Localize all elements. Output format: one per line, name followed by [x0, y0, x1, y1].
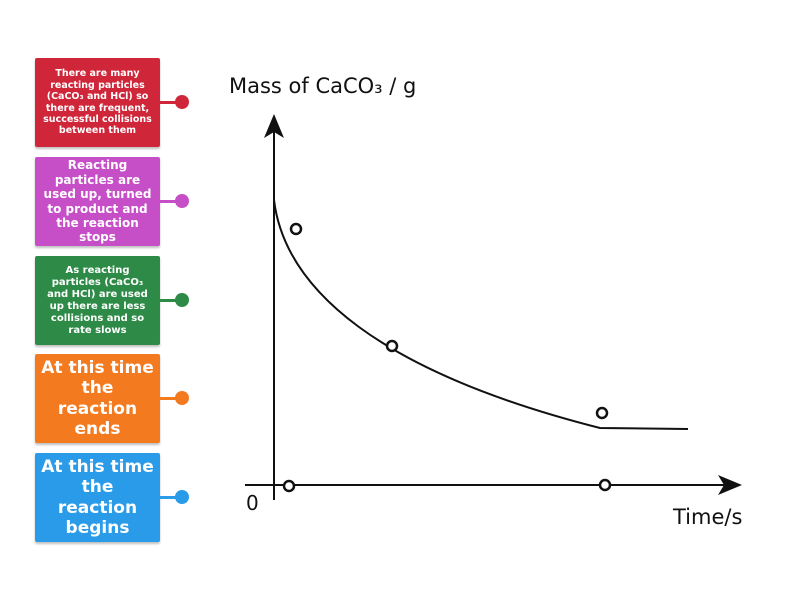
label-card[interactable]: At this time the reaction begins: [35, 453, 160, 542]
connector: [160, 397, 180, 400]
connector: [160, 200, 180, 203]
drop-target[interactable]: [282, 479, 296, 493]
connector: [160, 101, 180, 104]
curve: [273, 199, 689, 430]
connector-dot: [175, 194, 189, 208]
label-card[interactable]: As reacting particles (CaCO₃ and HCl) ar…: [35, 256, 160, 345]
drop-target[interactable]: [598, 478, 612, 492]
drop-target[interactable]: [595, 406, 609, 420]
label-card[interactable]: There are many reacting particles (CaCO₃…: [35, 58, 160, 147]
connector-dot: [175, 391, 189, 405]
drop-target[interactable]: [385, 339, 399, 353]
origin-label: 0: [246, 491, 259, 515]
connector-dot: [175, 490, 189, 504]
drop-target[interactable]: [289, 222, 303, 236]
connector: [160, 299, 180, 302]
connector: [160, 496, 180, 499]
y-axis-label: Mass of CaCO₃ / g: [229, 74, 416, 98]
connector-dot: [175, 95, 189, 109]
connector-dot: [175, 293, 189, 307]
x-axis-label: Time/s: [672, 505, 742, 529]
label-card[interactable]: Reacting particles are used up, turned t…: [35, 157, 160, 246]
label-card[interactable]: At this time the reaction ends: [35, 354, 160, 443]
